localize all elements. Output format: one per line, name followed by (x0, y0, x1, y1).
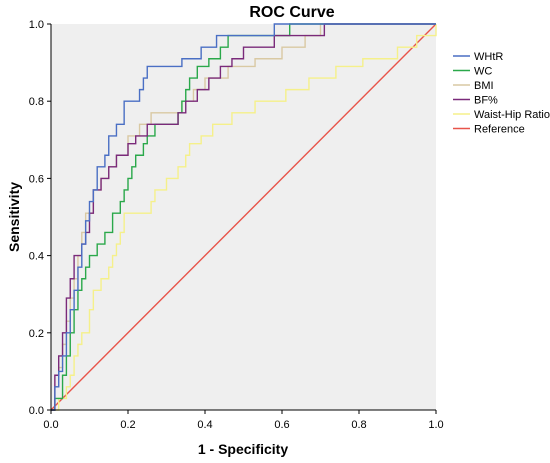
legend-label: Reference (474, 124, 525, 136)
y-tick-label: 0.6 (29, 173, 44, 185)
series-layer (50, 23, 437, 411)
series-line-wc (51, 23, 436, 411)
legend: WHtR WC BMI BF% Waist-Hip Ratio Reference (453, 51, 550, 136)
legend-label: Waist-Hip Ratio (474, 109, 550, 121)
chart-title: ROC Curve (249, 4, 334, 21)
x-tick-label: 1.0 (428, 419, 443, 431)
series-line-bf (51, 23, 436, 411)
legend-label: BF% (474, 95, 498, 107)
x-tick-label: 0.4 (197, 419, 212, 431)
series-line-waist-hip-ratio (51, 24, 437, 411)
legend-label: BMI (474, 80, 494, 92)
x-ticks: 0.0 0.2 0.4 0.6 0.8 1.0 (43, 410, 444, 431)
y-tick-label: 0.8 (29, 96, 44, 108)
y-axis-title: Sensitivity (6, 182, 22, 252)
y-tick-label: 0.4 (29, 251, 44, 263)
y-tick-label: 1.0 (29, 19, 44, 31)
legend-label: WHtR (474, 51, 503, 63)
series-line-reference (50, 23, 437, 411)
legend-label: WC (474, 66, 492, 78)
x-tick-label: 0.0 (43, 419, 58, 431)
x-tick-label: 0.6 (274, 419, 289, 431)
y-ticks: 0.0 0.2 0.4 0.6 0.8 1.0 (29, 19, 51, 417)
series-line-whtr (51, 23, 436, 411)
x-tick-label: 0.8 (351, 419, 366, 431)
y-tick-label: 0.2 (29, 328, 44, 340)
x-tick-label: 0.2 (120, 419, 135, 431)
y-tick-label: 0.0 (29, 405, 44, 417)
x-axis-title: 1 - Specificity (198, 441, 288, 457)
